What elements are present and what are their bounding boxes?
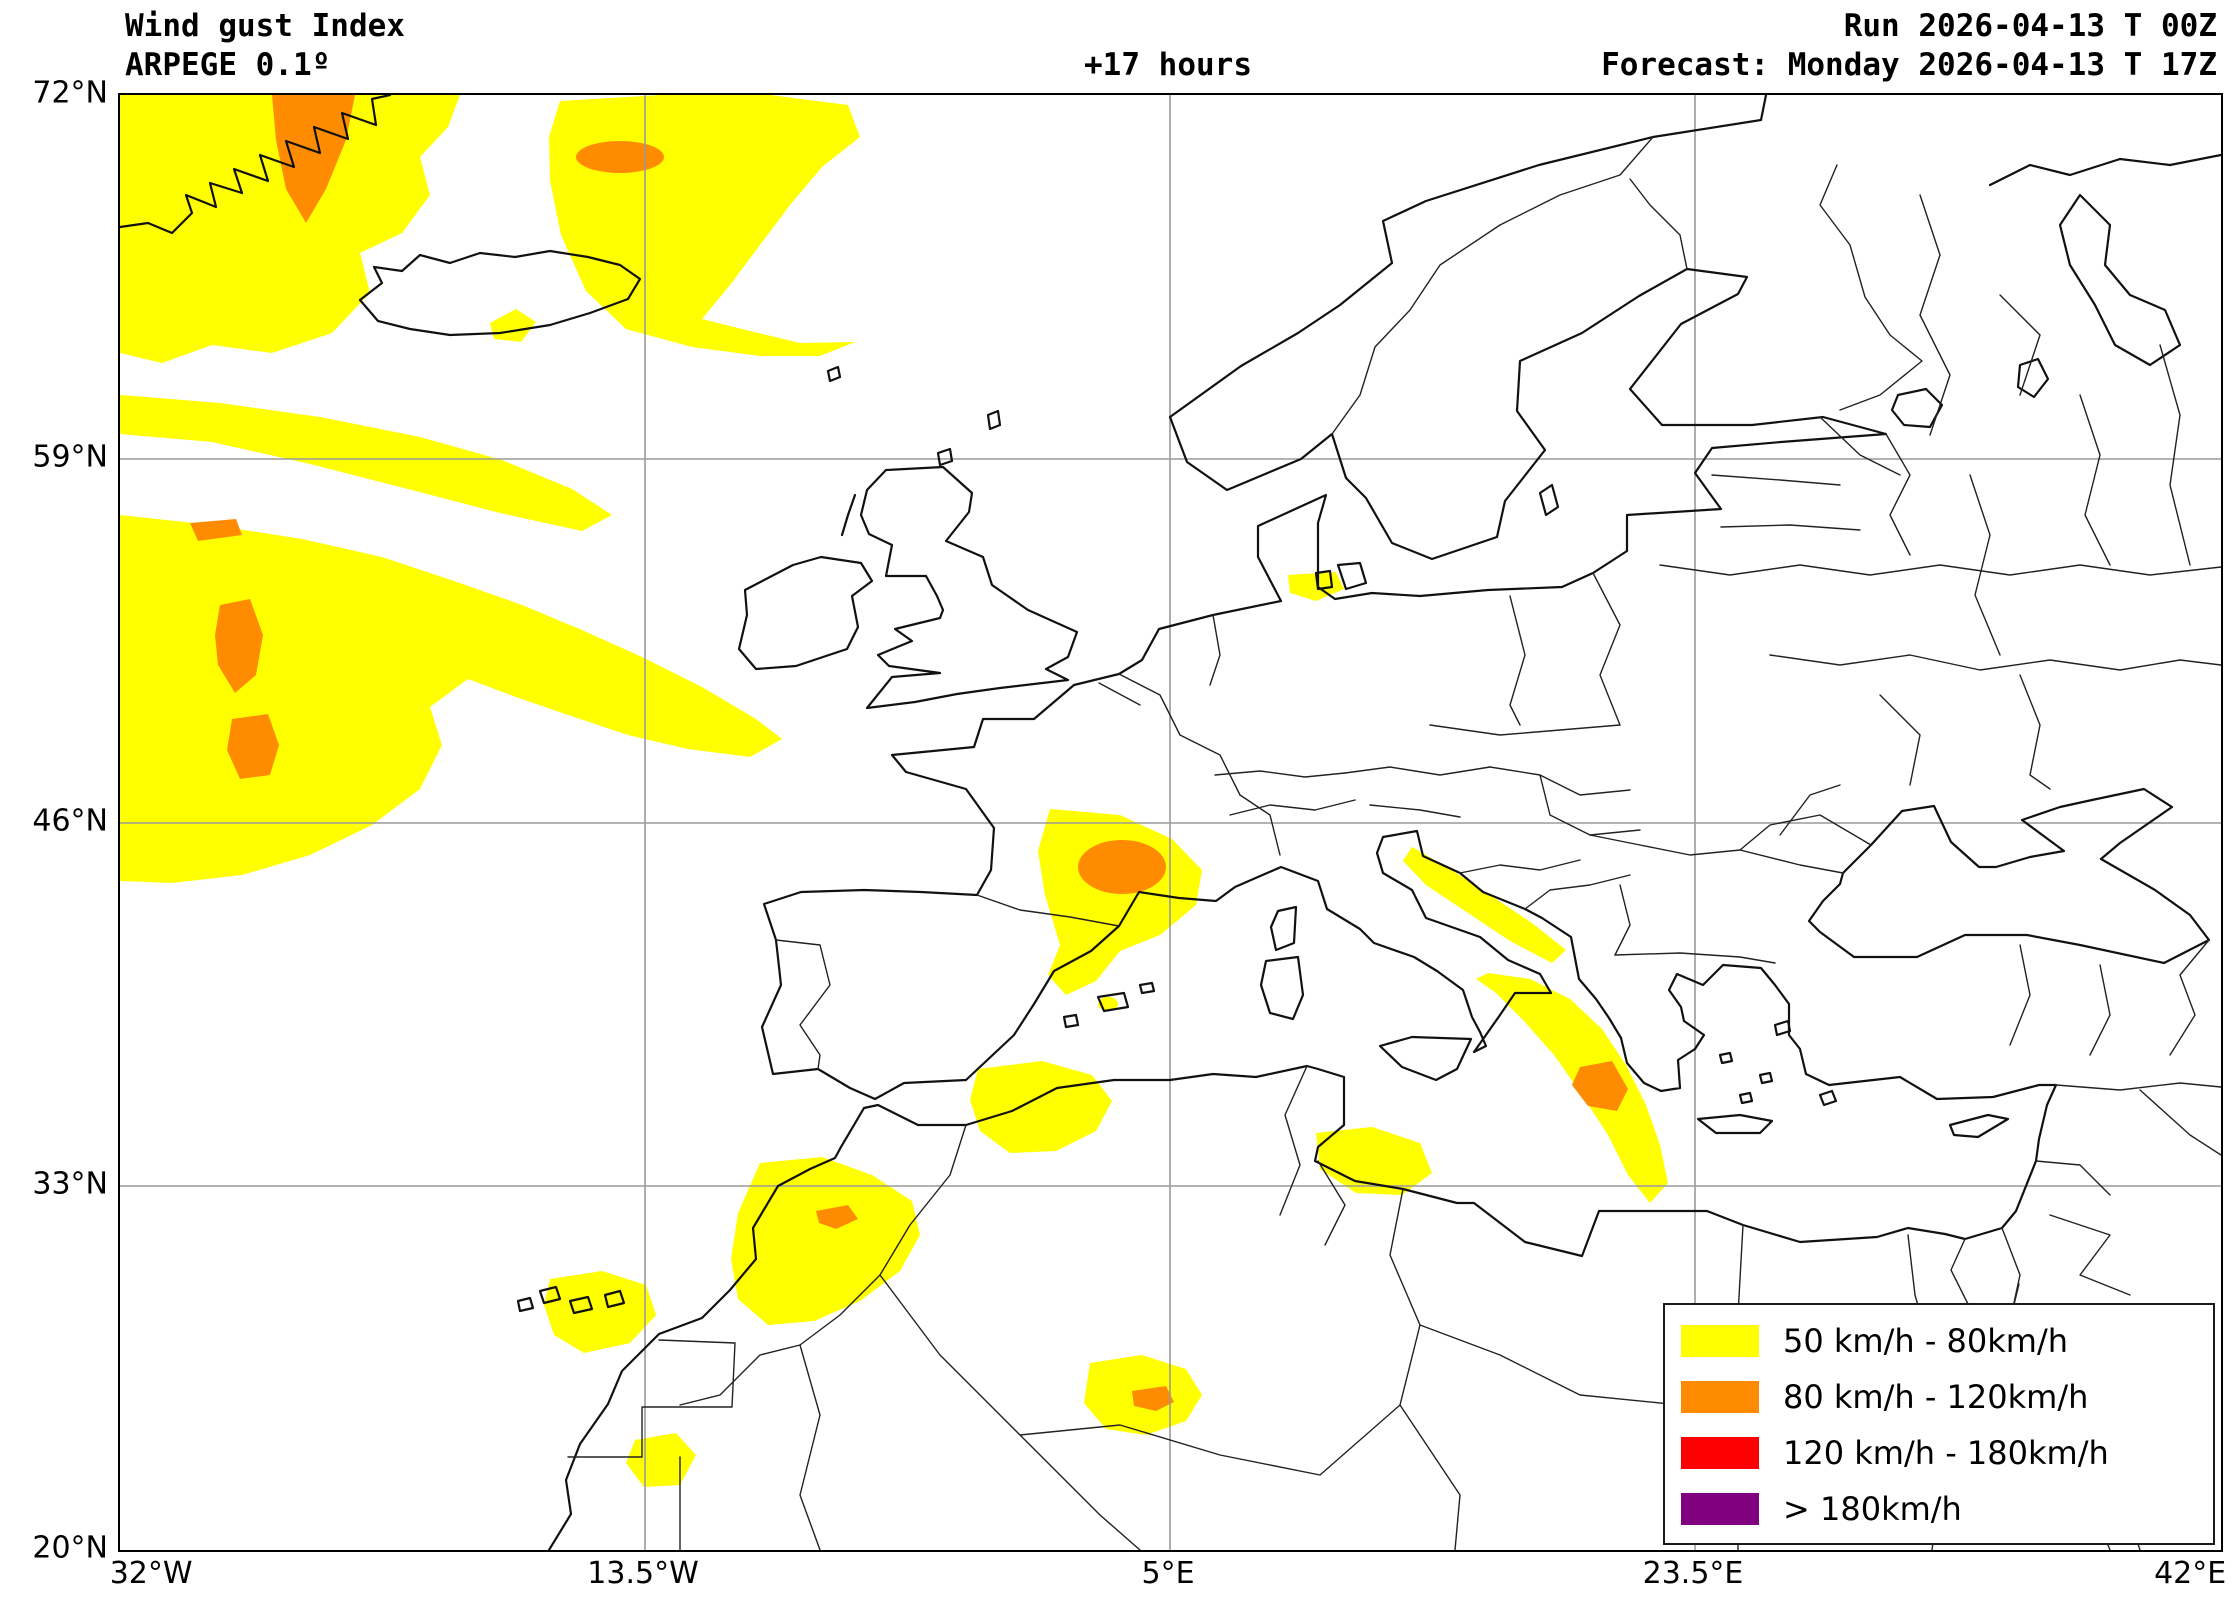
gust-areas-50-80 (120, 95, 1668, 1487)
legend-item-50-80: 50 km/h - 80km/h (1681, 1319, 2203, 1363)
legend-label-50-80: 50 km/h - 80km/h (1783, 1322, 2069, 1360)
legend-label-gt-180: > 180km/h (1783, 1490, 1962, 1528)
x-tick-23-5e: 23.5°E (1642, 1556, 1744, 1591)
map-plot-area: 50 km/h - 80km/h 80 km/h - 120km/h 120 k… (118, 93, 2223, 1552)
legend-swatch-yellow (1681, 1325, 1759, 1357)
legend-label-120-180: 120 km/h - 180km/h (1783, 1434, 2109, 1472)
forecast-datetime-label: Forecast: Monday 2026-04-13 T 17Z (1601, 47, 2217, 83)
legend-label-80-120: 80 km/h - 120km/h (1783, 1378, 2089, 1416)
x-tick-13-5w: 13.5°W (587, 1556, 699, 1591)
x-tick-42e: 42°E (2154, 1556, 2227, 1591)
coastlines (120, 95, 2221, 1550)
y-tick-46n: 46°N (32, 803, 108, 839)
legend-swatch-red (1681, 1437, 1759, 1469)
legend-item-120-180: 120 km/h - 180km/h (1681, 1431, 2203, 1475)
y-tick-72n: 72°N (32, 75, 108, 111)
map-title: Wind gust Index (125, 8, 405, 44)
x-tick-32w: 32°W (109, 1556, 193, 1591)
model-resolution-label: ARPEGE 0.1º (125, 47, 331, 83)
legend-swatch-purple (1681, 1493, 1759, 1525)
y-tick-33n: 33°N (32, 1166, 108, 1202)
y-tick-59n: 59°N (32, 439, 108, 475)
legend: 50 km/h - 80km/h 80 km/h - 120km/h 120 k… (1663, 1303, 2215, 1545)
x-tick-5e: 5°E (1141, 1556, 1195, 1591)
y-tick-20n: 20°N (32, 1530, 108, 1566)
gust-areas-80-120 (190, 95, 1628, 1411)
run-datetime-label: Run 2026-04-13 T 00Z (1843, 8, 2217, 44)
lead-time-label: +17 hours (1084, 47, 1252, 83)
legend-swatch-orange (1681, 1381, 1759, 1413)
legend-item-gt-180: > 180km/h (1681, 1487, 2203, 1531)
legend-item-80-120: 80 km/h - 120km/h (1681, 1375, 2203, 1419)
